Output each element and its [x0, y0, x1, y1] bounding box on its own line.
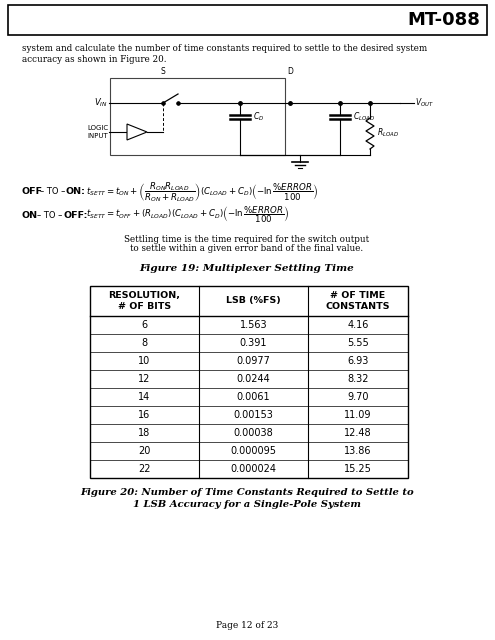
Text: 8: 8	[142, 338, 148, 348]
Text: to settle within a given error band of the final value.: to settle within a given error band of t…	[131, 244, 363, 253]
Text: 13.86: 13.86	[344, 446, 372, 456]
Text: OFF:: OFF:	[63, 211, 88, 220]
Text: $V_{OUT}$: $V_{OUT}$	[415, 97, 434, 109]
Text: 0.0061: 0.0061	[237, 392, 270, 402]
Text: 9.70: 9.70	[347, 392, 369, 402]
Text: # OF TIME
CONSTANTS: # OF TIME CONSTANTS	[326, 291, 390, 311]
Polygon shape	[127, 124, 147, 140]
Bar	[90, 286, 408, 478]
Text: $C_D$: $C_D$	[253, 111, 264, 124]
Text: 0.000024: 0.000024	[231, 464, 277, 474]
Text: Figure 20: Number of Time Constants Required to Settle to: Figure 20: Number of Time Constants Requ…	[80, 488, 414, 497]
Text: OFF: OFF	[22, 188, 43, 196]
Text: 15.25: 15.25	[344, 464, 372, 474]
Text: 22: 22	[138, 464, 151, 474]
Text: 4.16: 4.16	[347, 320, 369, 330]
Text: 6: 6	[142, 320, 148, 330]
Text: 5.55: 5.55	[347, 338, 369, 348]
Text: 8.32: 8.32	[347, 374, 369, 384]
Text: 0.00153: 0.00153	[234, 410, 273, 420]
Text: 0.0244: 0.0244	[237, 374, 270, 384]
Text: 14: 14	[139, 392, 150, 402]
Text: RESOLUTION,
# OF BITS: RESOLUTION, # OF BITS	[108, 291, 181, 311]
Text: $C_{LOAD}$: $C_{LOAD}$	[353, 111, 375, 124]
Text: system and calculate the number of time constants required to settle to the desi: system and calculate the number of time …	[22, 44, 427, 53]
Text: 12.48: 12.48	[344, 428, 372, 438]
Text: accuracy as shown in Figure 20.: accuracy as shown in Figure 20.	[22, 55, 166, 64]
Text: 10: 10	[139, 356, 150, 366]
Text: 18: 18	[139, 428, 150, 438]
Text: 20: 20	[138, 446, 150, 456]
Text: 1 LSB Accuracy for a Single-Pole System: 1 LSB Accuracy for a Single-Pole System	[133, 500, 361, 509]
Text: Figure 19: Multiplexer Settling Time: Figure 19: Multiplexer Settling Time	[140, 264, 354, 273]
Text: S: S	[160, 67, 165, 76]
Text: LOGIC
INPUT: LOGIC INPUT	[87, 125, 108, 139]
Text: 6.93: 6.93	[347, 356, 369, 366]
Text: 12: 12	[138, 374, 150, 384]
Text: 0.00038: 0.00038	[234, 428, 273, 438]
Text: 0.0977: 0.0977	[237, 356, 270, 366]
Bar	[8, 5, 487, 35]
Text: $V_{IN}$: $V_{IN}$	[95, 97, 108, 109]
Text: $t_{SETT} = t_{ON} + \left(\dfrac{R_{ON}R_{LOAD}}{R_{ON}+R_{LOAD}}\right)\left(C: $t_{SETT} = t_{ON} + \left(\dfrac{R_{ON}…	[86, 180, 318, 204]
Text: 0.000095: 0.000095	[231, 446, 277, 456]
Text: – TO –: – TO –	[40, 188, 65, 196]
Text: 0.391: 0.391	[240, 338, 267, 348]
Text: 16: 16	[139, 410, 150, 420]
Text: LSB (%FS): LSB (%FS)	[226, 296, 281, 305]
Text: Settling time is the time required for the switch output: Settling time is the time required for t…	[124, 235, 370, 244]
Text: $R_{LOAD}$: $R_{LOAD}$	[377, 127, 399, 140]
Text: $t_{SETT} = t_{OFF} + \left(R_{LOAD}\right)\left(C_{LOAD}+C_D\right)\left(-\ln\d: $t_{SETT} = t_{OFF} + \left(R_{LOAD}\rig…	[86, 205, 289, 225]
Text: ON: ON	[22, 211, 38, 220]
Text: 1.563: 1.563	[240, 320, 267, 330]
Bar	[110, 78, 285, 155]
Text: D: D	[287, 67, 293, 76]
Text: Page 12 of 23: Page 12 of 23	[216, 621, 278, 630]
Text: ON:: ON:	[66, 188, 86, 196]
Text: MT-088: MT-088	[407, 11, 480, 29]
Text: 11.09: 11.09	[344, 410, 372, 420]
Text: – TO –: – TO –	[37, 211, 62, 220]
